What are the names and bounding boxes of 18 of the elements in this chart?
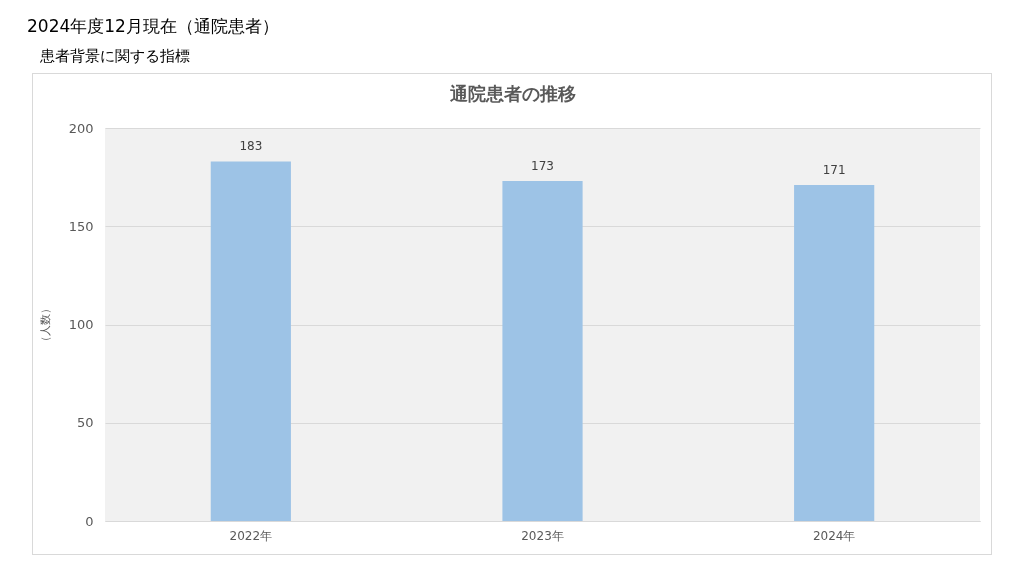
x-tick-label: 2022年: [229, 528, 273, 543]
chart-title: 通院患者の推移: [448, 83, 576, 104]
text: 患者背景に関する指標: [40, 47, 190, 65]
y-tick-label: 100: [68, 317, 94, 332]
data-label: 173: [531, 159, 554, 174]
bar: [210, 161, 291, 521]
y-tick-label: 0: [85, 513, 94, 529]
y-tick-label: 150: [68, 218, 94, 234]
data-label: 171: [822, 162, 846, 177]
y-axis-title: （人数）: [38, 303, 52, 347]
x-tick-label: 2024年: [812, 528, 856, 543]
text: 2024年度12月現在（通院患者）: [27, 16, 279, 36]
y-tick-label: 50: [76, 415, 94, 431]
bar: [794, 184, 875, 521]
y-tick-label: 200: [68, 120, 94, 136]
x-tick-label: 2023年: [521, 528, 564, 543]
data-label: 183: [239, 139, 263, 154]
bar: [502, 181, 583, 521]
